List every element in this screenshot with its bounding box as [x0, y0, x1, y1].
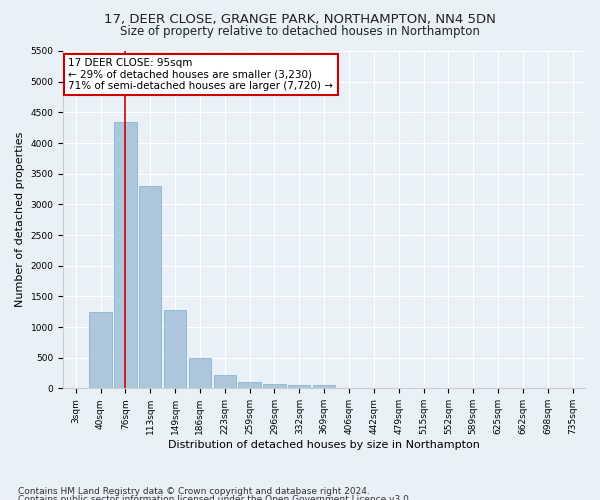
Text: Contains HM Land Registry data © Crown copyright and database right 2024.: Contains HM Land Registry data © Crown c… [18, 488, 370, 496]
Bar [288, 385, 310, 388]
Bar [313, 386, 335, 388]
Text: 17 DEER CLOSE: 95sqm
← 29% of detached houses are smaller (3,230)
71% of semi-de: 17 DEER CLOSE: 95sqm ← 29% of detached h… [68, 58, 334, 91]
Text: Contains public sector information licensed under the Open Government Licence v3: Contains public sector information licen… [18, 495, 412, 500]
Bar [114, 122, 137, 388]
Bar [238, 382, 261, 388]
Bar [89, 312, 112, 388]
Bar [189, 358, 211, 388]
Y-axis label: Number of detached properties: Number of detached properties [15, 132, 25, 308]
Text: Size of property relative to detached houses in Northampton: Size of property relative to detached ho… [120, 25, 480, 38]
Bar [139, 186, 161, 388]
Text: 17, DEER CLOSE, GRANGE PARK, NORTHAMPTON, NN4 5DN: 17, DEER CLOSE, GRANGE PARK, NORTHAMPTON… [104, 12, 496, 26]
Bar [263, 384, 286, 388]
X-axis label: Distribution of detached houses by size in Northampton: Distribution of detached houses by size … [168, 440, 480, 450]
Bar [214, 376, 236, 388]
Bar [164, 310, 186, 388]
